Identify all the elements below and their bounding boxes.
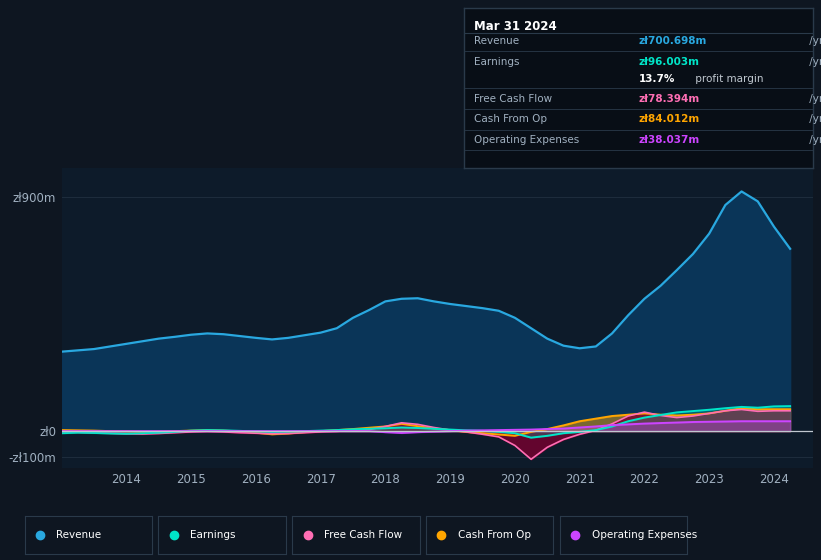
Text: profit margin: profit margin (692, 73, 764, 83)
Text: Cash From Op: Cash From Op (458, 530, 531, 540)
Text: zł78.394m: zł78.394m (639, 94, 699, 104)
Text: /yr: /yr (805, 114, 821, 124)
Text: Cash From Op: Cash From Op (475, 114, 548, 124)
Text: Earnings: Earnings (475, 57, 520, 67)
Text: /yr: /yr (805, 36, 821, 46)
Text: Free Cash Flow: Free Cash Flow (324, 530, 402, 540)
Text: Operating Expenses: Operating Expenses (592, 530, 697, 540)
Text: Operating Expenses: Operating Expenses (475, 135, 580, 145)
Text: zł700.698m: zł700.698m (639, 36, 707, 46)
Text: Revenue: Revenue (475, 36, 520, 46)
Text: 13.7%: 13.7% (639, 73, 675, 83)
Text: zł96.003m: zł96.003m (639, 57, 699, 67)
Text: Revenue: Revenue (57, 530, 102, 540)
Text: /yr: /yr (805, 135, 821, 145)
Text: /yr: /yr (805, 57, 821, 67)
Text: zł84.012m: zł84.012m (639, 114, 699, 124)
Text: zł38.037m: zł38.037m (639, 135, 699, 145)
Text: Mar 31 2024: Mar 31 2024 (475, 20, 557, 32)
Text: Earnings: Earnings (190, 530, 236, 540)
Text: /yr: /yr (805, 94, 821, 104)
Text: Free Cash Flow: Free Cash Flow (475, 94, 553, 104)
